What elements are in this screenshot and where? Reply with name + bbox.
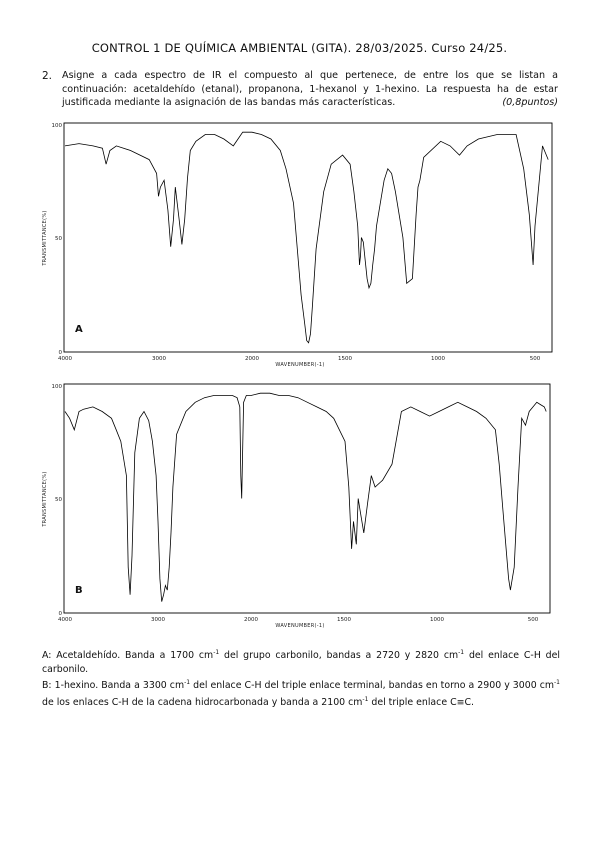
answer-text: del enlace C-H del carbonilo.	[42, 650, 561, 675]
spectrum-a-trace	[64, 131, 549, 344]
y-axis-label: TRANSMITTANCE(%)	[42, 210, 48, 266]
y-tick-label: 50	[55, 497, 62, 503]
x-tick-label: 1500	[337, 617, 351, 623]
x-tick-label: 3000	[151, 617, 165, 623]
y-tick-label: 0	[59, 350, 63, 356]
superscript: -1	[184, 679, 191, 687]
question-number: 2.	[42, 70, 53, 82]
answer-text: de los enlaces C-H de la cadena hidrocar…	[42, 696, 363, 708]
x-tick-label: 2000	[244, 617, 258, 623]
x-tick-label: 500	[530, 356, 541, 362]
x-tick-label: 4000	[58, 356, 72, 362]
answer-b-label: B: 1-hexino	[42, 680, 96, 692]
spectrum-b-trace	[64, 392, 547, 602]
ir-spectrum-a: A 100 50 0 4000 3000 2000 1500 1000 500 …	[38, 118, 558, 374]
y-tick-label: 50	[55, 236, 62, 242]
x-tick-label: 1000	[431, 356, 445, 362]
answer-b: B: 1-hexino. Banda a 3300 cm-1 del enlac…	[42, 676, 560, 709]
x-tick-label: 1000	[430, 617, 444, 623]
superscript: -1	[213, 649, 220, 656]
panel-label-a: A	[75, 324, 83, 335]
question-body: Asigne a cada espectro de IR el compuest…	[62, 70, 558, 108]
x-tick-label: 2000	[245, 356, 259, 362]
spectrum-b-svg: B 100 50 0 4000 3000 2000 1500 1000 500 …	[42, 383, 551, 629]
answer-block: A: Acetaldehído. Banda a 1700 cm-1 del g…	[42, 646, 560, 709]
answer-text: . Banda a 3300 cm	[95, 680, 185, 692]
x-axis-label: WAVENUMBER(-1)	[275, 623, 324, 629]
answer-text: . Banda a 1700 cm	[117, 650, 214, 662]
y-tick-label: 0	[59, 611, 63, 617]
answer-a: A: Acetaldehído. Banda a 1700 cm-1 del g…	[42, 646, 560, 676]
spectrum-a-svg: A 100 50 0 4000 3000 2000 1500 1000 500 …	[42, 122, 553, 368]
superscript: -1	[362, 695, 369, 703]
x-tick-label: 4000	[58, 617, 72, 623]
superscript: -1	[554, 679, 560, 687]
plot-frame	[63, 383, 551, 614]
plot-frame	[63, 122, 553, 353]
x-tick-label: 500	[528, 617, 539, 623]
y-tick-label: 100	[52, 123, 63, 129]
answer-text: del grupo carbonilo, bandas a 2720 y 282…	[219, 650, 459, 662]
y-axis-label: TRANSMITTANCE(%)	[42, 471, 48, 527]
answer-a-label: A: Acetaldehído	[42, 650, 118, 662]
question-points: (0,8puntos)	[502, 97, 558, 108]
x-axis-label: WAVENUMBER(-1)	[275, 362, 324, 368]
answer-text: del triple enlace C≡C.	[368, 696, 475, 708]
question-text: Asigne a cada espectro de IR el compuest…	[62, 69, 558, 110]
page-title: CONTROL 1 DE QUÍMICA AMBIENTAL (GITA). 2…	[91, 41, 508, 55]
y-tick-label: 100	[52, 384, 63, 390]
ir-spectrum-b: B 100 50 0 4000 3000 2000 1500 1000 500 …	[38, 379, 558, 635]
answer-text: del enlace C-H del triple enlace termina…	[190, 680, 555, 692]
x-tick-label: 3000	[152, 356, 166, 362]
x-tick-label: 1500	[338, 356, 352, 362]
panel-label-b: B	[75, 585, 83, 596]
superscript: -1	[458, 649, 465, 656]
